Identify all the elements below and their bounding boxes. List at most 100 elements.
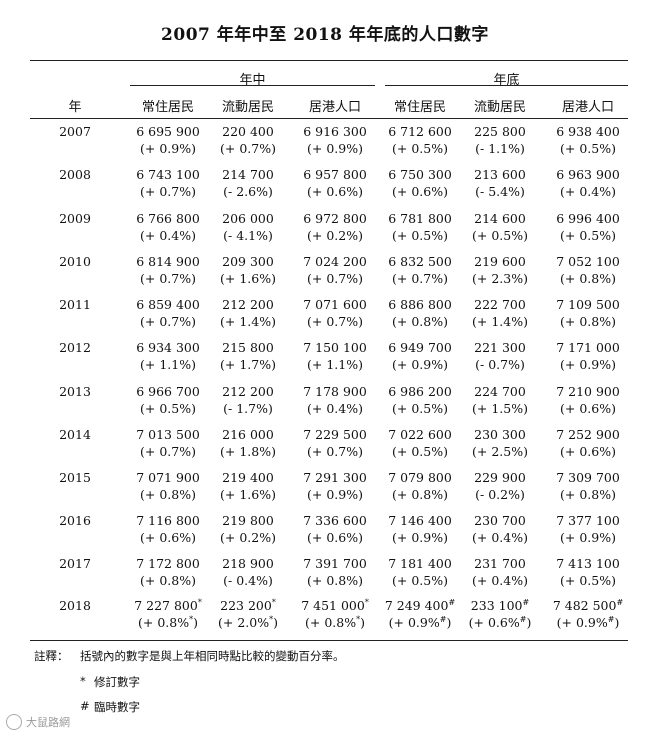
table-cell-value: 6 832 500 [388, 254, 452, 269]
table-cell-change: (+ 0.9%#) [388, 615, 452, 630]
table-cell-value: 212 200 [222, 297, 274, 312]
table-cell-change: (+ 0.8%) [140, 487, 196, 502]
table-cell-value: 219 400 [222, 470, 274, 485]
table-cell-change: (+ 0.7%) [392, 271, 448, 286]
watermark-text: 大鼠路網 [26, 716, 70, 729]
table-cell-change: (+ 0.4%) [560, 184, 616, 199]
table-cell-value: 7 391 700 [303, 556, 367, 571]
table-cell-change: (+ 0.6%) [307, 184, 363, 199]
footnote-mark: * [189, 615, 194, 624]
table-cell-change: (+ 0.5%) [392, 228, 448, 243]
table-cell-value: 6 916 300 [303, 124, 367, 139]
table-cell-change: (+ 0.8%) [140, 573, 196, 588]
row-year: 2007 [59, 124, 91, 139]
table-cell-change: (+ 0.8%*) [305, 615, 365, 630]
table-cell-value: 229 900 [474, 470, 526, 485]
table-cell-change: (+ 0.5%) [392, 141, 448, 156]
revised-note: 修訂數字 [94, 675, 140, 689]
table-cell-value: 218 900 [222, 556, 274, 571]
table-cell-value: 7 249 400# [384, 598, 456, 613]
table-cell-change: (- 2.6%) [223, 184, 273, 199]
table-cell-value: 7 109 500 [556, 297, 620, 312]
year-header: 年 [68, 100, 82, 115]
table-cell-change: (+ 0.9%) [140, 141, 196, 156]
table-cell-value: 7 052 100 [556, 254, 620, 269]
table-cell-value: 6 957 800 [303, 167, 367, 182]
table-cell-change: (+ 0.8%) [307, 573, 363, 588]
row-year: 2010 [59, 254, 91, 269]
table-cell-change: (+ 0.6%) [560, 444, 616, 459]
table-cell-value: 225 800 [474, 124, 526, 139]
table-cell-change: (+ 0.5%) [140, 401, 196, 416]
column-header: 常住居民 [393, 100, 446, 115]
group-header-end: 年底 [493, 73, 520, 88]
table-cell-change: (+ 0.8%) [560, 271, 616, 286]
row-year: 2011 [59, 297, 91, 312]
table-cell-value: 215 800 [222, 340, 274, 355]
table-cell-value: 7 451 000* [301, 598, 369, 613]
column-header: 居港人口 [308, 100, 361, 115]
table-cell-change: (+ 0.6%) [307, 530, 363, 545]
table-cell-change: (+ 1.6%) [220, 271, 276, 286]
table-cell-change: (+ 0.5%) [560, 141, 616, 156]
table-cell-value: 223 200* [220, 598, 276, 613]
table-cell-value: 7 024 200 [303, 254, 367, 269]
table-cell-value: 7 150 100 [303, 340, 367, 355]
table-cell-value: 7 071 600 [303, 297, 367, 312]
table-cell-value: 214 700 [222, 167, 274, 182]
footnote-mark: # [607, 615, 615, 624]
footnote-mark: * [269, 615, 274, 624]
table-cell-change: (+ 0.7%) [220, 141, 276, 156]
table-cell-value: 219 600 [474, 254, 526, 269]
table-cell-change: (+ 0.7%) [140, 314, 196, 329]
table-cell-change: (- 1.1%) [475, 141, 525, 156]
table-cell-value: 6 949 700 [388, 340, 452, 355]
table-cell-change: (+ 0.8%) [392, 314, 448, 329]
table-cell-value: 221 300 [474, 340, 526, 355]
table-cell-change: (+ 0.7%) [140, 184, 196, 199]
footnote-mark: # [439, 615, 447, 624]
table-cell-change: (- 5.4%) [475, 184, 525, 199]
table-cell-change: (+ 0.8%) [560, 314, 616, 329]
table-cell-change: (+ 0.5%) [560, 573, 616, 588]
table-cell-value: 6 938 400 [556, 124, 620, 139]
table-cell-value: 6 996 400 [556, 211, 620, 226]
table-cell-change: (+ 0.2%) [220, 530, 276, 545]
table-cell-value: 7 146 400 [388, 513, 452, 528]
table-cell-change: (+ 0.9%) [392, 530, 448, 545]
page-title: 2007 年年中至 2018 年年底的人口數字 [161, 25, 489, 45]
row-year: 2015 [59, 470, 91, 485]
row-year: 2017 [59, 556, 91, 571]
table-cell-value: 212 200 [222, 384, 274, 399]
table-cell-value: 6 743 100 [136, 167, 200, 182]
table-cell-change: (+ 0.8%*) [138, 615, 198, 630]
table-cell-value: 6 695 900 [136, 124, 200, 139]
provisional-note: 臨時數字 [94, 700, 140, 714]
table-cell-value: 7 079 800 [388, 470, 452, 485]
table-cell-change: (+ 0.4%) [472, 530, 528, 545]
table-cell-value: 6 781 800 [388, 211, 452, 226]
table-cell-value: 7 336 600 [303, 513, 367, 528]
table-cell-value: 224 700 [474, 384, 526, 399]
table-cell-value: 6 886 800 [388, 297, 452, 312]
row-year: 2018 [59, 598, 91, 613]
footnote-mark: * [197, 598, 202, 607]
table-cell-value: 7 482 500# [552, 598, 624, 613]
table-cell-change: (+ 0.9%) [560, 530, 616, 545]
table-cell-value: 230 700 [474, 513, 526, 528]
table-cell-change: (+ 0.4%) [307, 401, 363, 416]
notes-label: 註釋： [34, 649, 69, 663]
end-group-rule [385, 85, 628, 86]
table-cell-change: (+ 1.6%) [220, 487, 276, 502]
table-cell-value: 7 291 300 [303, 470, 367, 485]
table-cell-change: (+ 0.6%) [392, 184, 448, 199]
row-year: 2016 [59, 513, 91, 528]
table-cell-value: 7 116 800 [136, 513, 200, 528]
table-cell-value: 6 972 800 [303, 211, 367, 226]
footnote-mark: # [448, 598, 456, 607]
row-year: 2008 [59, 167, 91, 182]
table-cell-value: 220 400 [222, 124, 274, 139]
column-header: 流動居民 [221, 100, 274, 115]
table-cell-value: 7 178 900 [303, 384, 367, 399]
table-cell-change: (+ 0.7%) [307, 314, 363, 329]
